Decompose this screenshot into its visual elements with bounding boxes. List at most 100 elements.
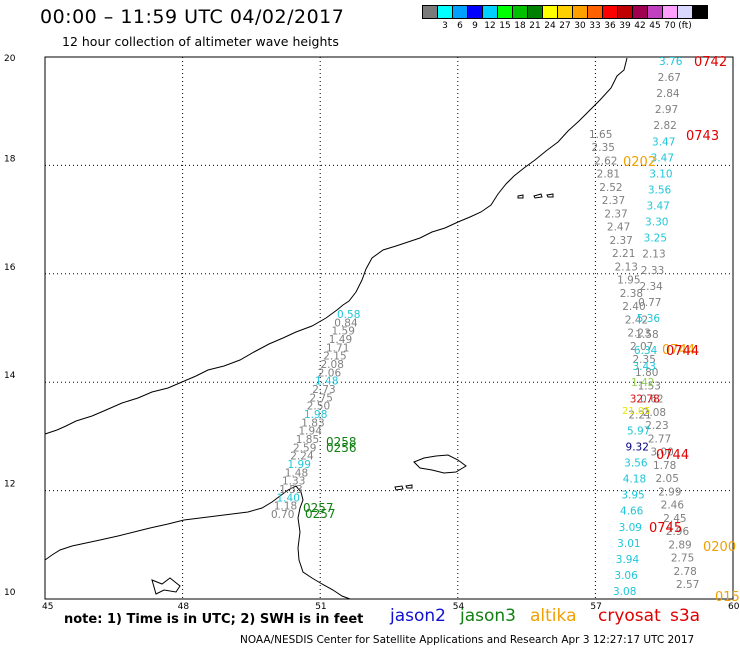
time-label-0743: 0743: [686, 129, 719, 144]
wave-height-value: 1.49: [329, 334, 352, 346]
wave-height-value: 0.84: [334, 317, 358, 329]
satellite-track-a: 0.580.841.591.491.712.152.082.061.482.73…: [271, 309, 360, 521]
wave-height-value: 1.95: [617, 275, 640, 287]
wave-height-value: 2.37: [609, 235, 632, 247]
wave-height-value: 2.08: [321, 359, 344, 371]
color-scale-label: 30: [574, 21, 586, 31]
x-tick-label: 45: [42, 602, 53, 612]
wave-height-value: 2.99: [658, 486, 681, 498]
wave-height-value: 1.78: [653, 460, 676, 472]
wave-height-value: 3.47: [652, 136, 675, 148]
color-scale-label: 70: [664, 21, 676, 31]
map-frame: [44, 56, 734, 600]
wave-height-value: 2.89: [668, 539, 691, 551]
color-scale-label: 27: [559, 21, 571, 31]
wave-height-value: 1.58: [635, 329, 658, 341]
wave-height-value: 5.97: [627, 425, 650, 437]
islet-2: [405, 484, 413, 489]
wave-height-value: 3.56: [624, 458, 648, 470]
wave-height-value: 3.47: [651, 152, 674, 164]
wave-height-value: 1.65: [589, 129, 612, 141]
wave-height-value: 2.52: [599, 182, 622, 194]
color-scale-label: 12: [484, 21, 496, 31]
wave-height-value: 2.81: [597, 169, 620, 181]
wave-height-value: 2.23: [645, 420, 668, 432]
wave-height-value: 3.95: [621, 490, 644, 502]
note-text: note: 1) Time is in UTC; 2) SWH is in fe…: [64, 612, 364, 627]
wave-height-value: 2.08: [643, 407, 666, 419]
wave-height-value: 3.00: [650, 447, 673, 459]
islet-5: [546, 193, 554, 198]
wave-height-value: 2.50: [307, 401, 330, 413]
wave-height-value: 1.71: [326, 342, 349, 354]
wave-height-value: 2.78: [673, 566, 696, 578]
time-label-015: 015: [715, 590, 740, 605]
wave-height-value: 2.46: [661, 500, 685, 512]
color-scale-label: 39: [619, 21, 631, 31]
wave-height-value: 2.97: [655, 104, 678, 116]
wave-height-value: 2.34: [639, 281, 663, 293]
wave-height-value: 2.73: [312, 384, 335, 396]
grid-lines: [45, 57, 733, 599]
wave-height-value: 2.24: [290, 451, 314, 463]
wave-height-value: 2.07: [630, 341, 653, 353]
wave-height-value: 3.94: [616, 554, 640, 566]
wave-height-value: 3.01: [617, 538, 640, 550]
wave-height-value: 32.78: [630, 393, 660, 405]
satellite-label-altika: altika: [530, 606, 577, 626]
time-label-0745: 0745: [649, 521, 682, 536]
wave-height-value: 1.98: [304, 409, 327, 421]
wave-height-value: 3.06: [614, 570, 638, 582]
islet-1: [394, 485, 404, 491]
wave-height-value: 3.25: [644, 233, 667, 245]
x-tick-label: 48: [178, 602, 190, 612]
wave-height-value: 3.76: [659, 56, 683, 68]
wave-height-value: 1.40: [277, 492, 300, 504]
wave-height-value: 2.37: [604, 208, 627, 220]
wave-height-value: 2.45: [663, 513, 686, 525]
wave-height-value: 1.80: [635, 367, 658, 379]
color-scale-label: 24: [544, 21, 556, 31]
color-scale-label: 45: [649, 21, 661, 31]
color-scale-label: 33: [589, 21, 601, 31]
wave-height-value: 0.58: [337, 309, 360, 321]
satellite-label-s3a: s3a: [670, 606, 701, 626]
wave-height-value: 4.18: [623, 474, 646, 486]
satellite-label-jason3: jason3: [460, 606, 516, 626]
wave-height-value: 1.48: [315, 376, 338, 388]
wave-height-value: 2.77: [648, 433, 671, 445]
wave-height-value: 2.96: [666, 526, 690, 538]
wave-height-value: 1.83: [301, 417, 324, 429]
wave-height-value: 2.62: [594, 155, 617, 167]
islet-3: [517, 194, 524, 199]
wave-height-value: 1.94: [299, 426, 323, 438]
wave-height-value: 2.35: [633, 354, 656, 366]
wave-height-value: 2.75: [310, 392, 333, 404]
wave-height-value: 2.06: [318, 367, 342, 379]
y-tick-label: 20: [4, 54, 16, 64]
time-label-0744-orange: 0744: [662, 343, 695, 358]
map-title: 00:00 – 11:59 UTC 04/02/2017: [40, 6, 345, 28]
x-tick-label: 54: [453, 602, 465, 612]
time-label-0256: 0256: [326, 441, 357, 455]
time-label-0200: 0200: [703, 540, 736, 555]
time-label-0257-b: 0257: [305, 507, 336, 521]
footer-credit: NOAA/NESDIS Center for Satellite Applica…: [240, 634, 695, 646]
color-scale-label: 9: [472, 21, 478, 31]
islet-4: [533, 193, 543, 199]
x-tick-label: 51: [315, 602, 326, 612]
satellite-label-cryosat: cryosat: [598, 606, 661, 626]
color-scale-label: 42: [634, 21, 646, 31]
y-tick-label: 12: [4, 480, 15, 490]
wave-height-value: 2.13: [642, 249, 665, 261]
color-scale-label: 6: [457, 21, 463, 31]
satellite-track-b: 1.652.352.622.812.522.372.372.472.372.21…: [589, 129, 699, 591]
gulf-of-aden-north-coast: [44, 485, 351, 600]
wave-height-value: 0.62: [640, 394, 663, 406]
african-coastline: [44, 57, 628, 435]
time-label-0744-red-b: 0744: [656, 448, 689, 463]
wave-height-value: 3.08: [613, 586, 636, 598]
y-tick-label: 18: [4, 154, 16, 164]
axis-tick-labels: 45 48 51 54 57 60 10 12 14 16 18 20: [4, 54, 740, 612]
